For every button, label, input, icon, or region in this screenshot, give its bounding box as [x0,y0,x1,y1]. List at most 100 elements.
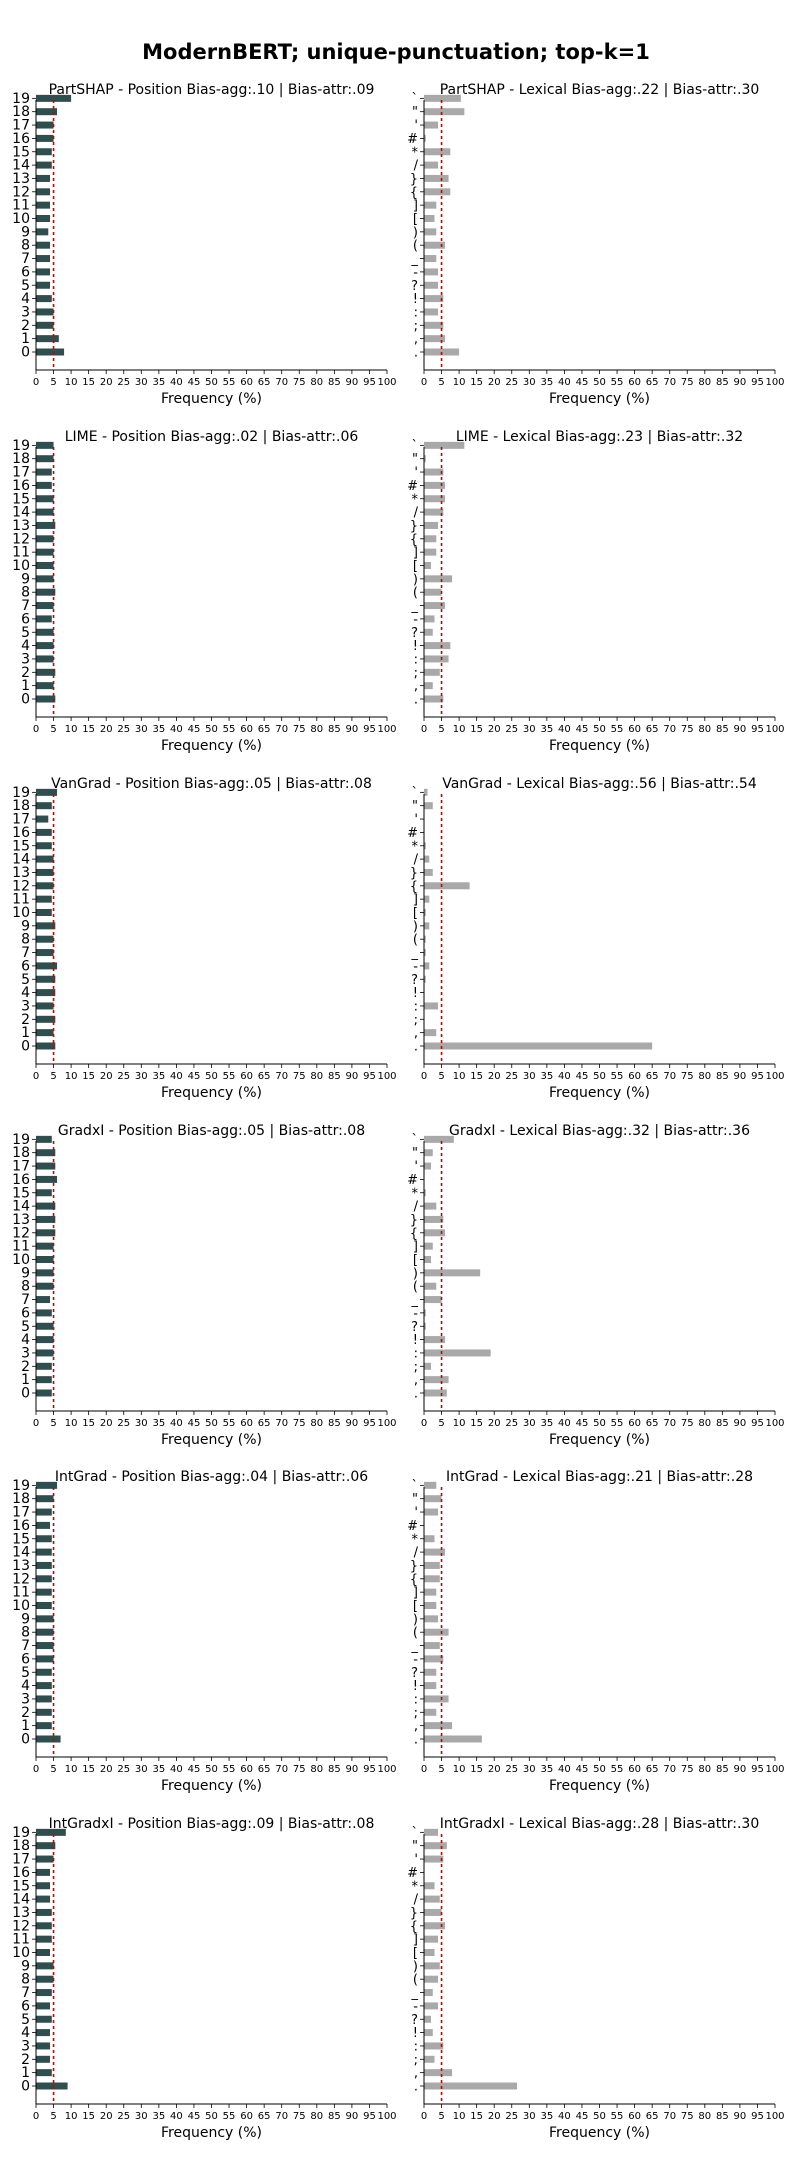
x-tick-label: 5 [438,1764,444,1775]
y-tick-label: 18 [12,451,30,467]
x-tick-label: 90 [346,1764,359,1775]
bar [36,1842,56,1850]
y-tick-label: 9 [21,224,30,240]
x-tick-label: 70 [663,724,676,735]
x-tick-label: 5 [438,377,444,388]
bar [36,1989,52,1997]
x-tick-label: 35 [152,724,165,735]
bar [424,1975,439,1983]
x-tick-label: 55 [611,2111,624,2122]
chart-panel-9: IntGrad - Lexical Bias-agg:.21 | Bias-at… [407,1469,784,1794]
x-tick-label: 45 [188,1764,201,1775]
x-tick-label: 100 [765,2111,784,2122]
bar [36,588,56,596]
x-axis-label: Frequency (%) [549,1778,650,1794]
y-tick-label: 4 [21,1332,30,1348]
x-axis-label: Frequency (%) [161,391,262,407]
bar [36,1202,56,1210]
y-tick-label: 12 [12,878,30,894]
bar [36,1575,52,1583]
bar [36,495,54,503]
bar [36,922,56,930]
x-tick-label: 45 [576,1764,589,1775]
y-tick-label: * [412,1532,419,1547]
y-tick-label: 17 [12,465,30,481]
x-tick-label: 15 [82,1418,95,1429]
y-tick-label: 14 [12,505,30,521]
y-tick-label: 6 [21,1651,30,1667]
x-tick-label: 5 [438,1071,444,1082]
y-tick-label: " [412,105,418,120]
bar [424,868,433,876]
y-tick-label: * [412,1186,419,1201]
y-tick-label: 2 [21,2052,30,2068]
bar [36,1708,52,1716]
bar [424,615,435,623]
bar [424,1548,446,1556]
bar [424,1682,437,1690]
y-tick-label: # [407,826,418,841]
bar [424,201,437,209]
y-tick-label: : [414,652,418,667]
bar [36,962,58,970]
bar [424,655,449,663]
y-tick-label: - [413,1306,418,1321]
y-tick-label: 7 [21,1638,30,1654]
y-tick-label: 5 [21,1319,30,1335]
x-tick-label: 50 [205,2111,218,2122]
x-tick-label: 35 [152,1071,165,1082]
x-tick-label: 90 [734,1764,747,1775]
x-tick-label: 80 [698,377,711,388]
bar [424,1642,440,1650]
y-tick-label: { [410,1919,418,1934]
bar [424,228,437,236]
x-tick-label: 30 [135,1418,148,1429]
bar [424,241,446,249]
y-tick-label: [ [413,1253,418,1268]
bar [424,188,451,196]
x-tick-label: 0 [421,2111,427,2122]
bar [36,508,54,516]
y-tick-label: ) [413,919,418,934]
x-tick-label: 65 [646,1764,659,1775]
y-tick-label: 16 [12,478,30,494]
x-axis-label: Frequency (%) [161,1432,262,1448]
y-tick-label: 17 [12,1852,30,1868]
y-tick-label: - [413,1999,418,2014]
bar [424,1561,440,1569]
chart-panel-5: VanGrad - Lexical Bias-agg:.56 | Bias-at… [407,776,784,1101]
bar [36,935,54,943]
bar [36,1722,52,1730]
bar [36,1296,51,1304]
x-tick-label: 70 [275,1071,288,1082]
y-tick-label: 16 [12,825,30,841]
x-tick-label: 45 [188,377,201,388]
bar [424,935,426,943]
x-tick-label: 0 [421,1764,427,1775]
y-tick-label: 15 [12,1878,30,1894]
y-tick-label: ) [413,225,418,240]
y-tick-label: . [414,2080,418,2095]
x-tick-label: 85 [328,1071,341,1082]
bar [36,1668,52,1676]
x-tick-label: 95 [751,2111,764,2122]
bar [36,628,54,636]
y-tick-label: ! [413,986,418,1001]
bar [36,1002,54,1010]
bar [424,1508,439,1516]
y-tick-label: 11 [12,1585,30,1601]
x-tick-label: 60 [240,377,253,388]
y-tick-label: * [412,145,419,160]
chart-panel-0: PartSHAP - Position Bias-agg:.10 | Bias-… [12,82,396,407]
y-tick-label: { [410,185,418,200]
x-tick-label: 25 [505,2111,518,2122]
x-tick-label: 40 [558,1418,571,1429]
x-tick-label: 85 [716,1764,729,1775]
x-tick-label: 10 [65,1764,78,1775]
bar [36,1828,66,1836]
y-tick-label: 9 [21,918,30,934]
x-tick-label: 20 [488,1418,501,1429]
y-tick-label: 11 [12,1932,30,1948]
y-tick-label: 11 [12,545,30,561]
x-tick-label: 15 [470,377,483,388]
